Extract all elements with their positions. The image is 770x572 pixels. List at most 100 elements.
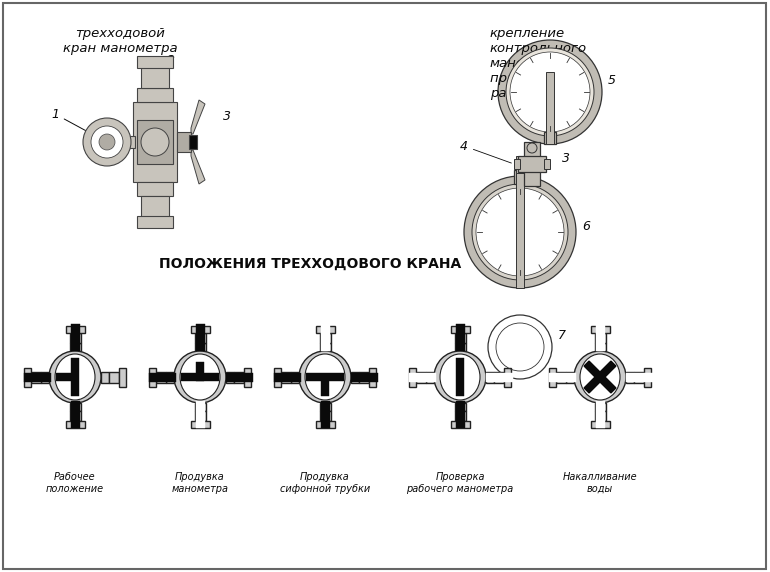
Bar — [369, 367, 376, 387]
Bar — [320, 343, 330, 351]
Bar — [634, 371, 644, 383]
Bar — [156, 371, 166, 383]
Bar — [137, 56, 173, 68]
Text: Рабочее
положение: Рабочее положение — [46, 472, 104, 494]
Bar — [454, 403, 466, 411]
Ellipse shape — [440, 354, 480, 400]
Bar — [65, 421, 85, 428]
Bar — [409, 372, 436, 382]
Bar — [486, 371, 494, 383]
Bar — [486, 372, 513, 382]
Bar — [450, 421, 470, 428]
Bar — [65, 326, 85, 333]
Bar — [594, 343, 605, 351]
Polygon shape — [191, 150, 205, 184]
Bar — [316, 421, 334, 428]
Circle shape — [510, 52, 590, 132]
Bar — [456, 401, 464, 428]
Bar — [320, 324, 330, 351]
Text: 7: 7 — [558, 329, 566, 342]
Bar — [514, 159, 520, 169]
Bar — [69, 333, 81, 343]
Ellipse shape — [180, 354, 220, 400]
Circle shape — [476, 188, 564, 276]
Bar — [166, 371, 174, 383]
Circle shape — [99, 134, 115, 150]
Circle shape — [506, 48, 594, 136]
Bar — [359, 371, 369, 383]
Circle shape — [299, 351, 351, 403]
Text: 3: 3 — [223, 110, 231, 123]
Bar — [244, 367, 251, 387]
Bar — [595, 401, 604, 428]
Bar — [594, 411, 605, 421]
Bar — [119, 367, 126, 387]
Circle shape — [434, 351, 486, 403]
Bar — [149, 367, 156, 387]
Text: 3: 3 — [562, 152, 570, 165]
Bar — [626, 372, 653, 382]
Bar — [226, 372, 253, 382]
Bar — [56, 373, 75, 381]
Bar — [594, 333, 605, 343]
Text: 5: 5 — [608, 74, 616, 87]
Bar — [195, 333, 206, 343]
Bar — [454, 333, 466, 343]
Circle shape — [527, 143, 537, 153]
Bar — [195, 343, 206, 351]
Bar — [133, 102, 177, 182]
Bar — [454, 411, 466, 421]
Bar — [196, 362, 204, 381]
Bar — [196, 324, 205, 351]
Bar — [31, 371, 41, 383]
Bar — [456, 324, 464, 351]
Bar — [69, 343, 81, 351]
Bar — [71, 401, 79, 428]
Bar — [556, 371, 566, 383]
Text: Продувка
сифонной трубки: Продувка сифонной трубки — [280, 472, 370, 494]
Bar — [137, 88, 173, 102]
Text: ПОЛОЖЕНИЯ ТРЕХХОДОВОГО КРАНА: ПОЛОЖЕНИЯ ТРЕХХОДОВОГО КРАНА — [159, 257, 461, 271]
Bar — [454, 343, 466, 351]
Ellipse shape — [305, 354, 345, 400]
Bar — [504, 367, 511, 387]
Bar — [149, 372, 176, 382]
Bar — [71, 324, 79, 351]
Bar — [141, 196, 169, 218]
Bar — [591, 421, 610, 428]
Bar — [177, 132, 191, 152]
Bar — [141, 66, 169, 88]
Circle shape — [174, 351, 226, 403]
Bar — [190, 326, 209, 333]
Bar — [518, 156, 546, 172]
Bar — [111, 136, 135, 148]
Bar — [320, 333, 330, 343]
Bar — [549, 372, 576, 382]
Bar — [595, 324, 604, 351]
Text: Накалливание
воды: Накалливание воды — [563, 472, 638, 494]
Bar — [591, 326, 610, 333]
Bar — [516, 156, 524, 184]
Circle shape — [498, 40, 602, 144]
Bar — [24, 367, 31, 387]
Bar — [351, 372, 378, 382]
Bar — [195, 411, 206, 421]
Bar — [41, 371, 49, 383]
Bar — [306, 373, 344, 381]
Bar — [316, 326, 334, 333]
Bar — [137, 182, 173, 196]
Bar — [137, 120, 173, 164]
Text: трехходовой
кран манометра: трехходовой кран манометра — [62, 27, 177, 55]
Bar — [195, 403, 206, 411]
Ellipse shape — [580, 354, 620, 400]
Bar — [24, 372, 51, 382]
Bar — [109, 371, 119, 383]
Bar — [190, 421, 209, 428]
Text: 1: 1 — [51, 108, 101, 138]
Circle shape — [83, 118, 131, 166]
Bar — [409, 367, 416, 387]
Bar — [181, 373, 219, 381]
Circle shape — [141, 128, 169, 156]
Bar — [566, 371, 574, 383]
Bar — [516, 173, 524, 288]
